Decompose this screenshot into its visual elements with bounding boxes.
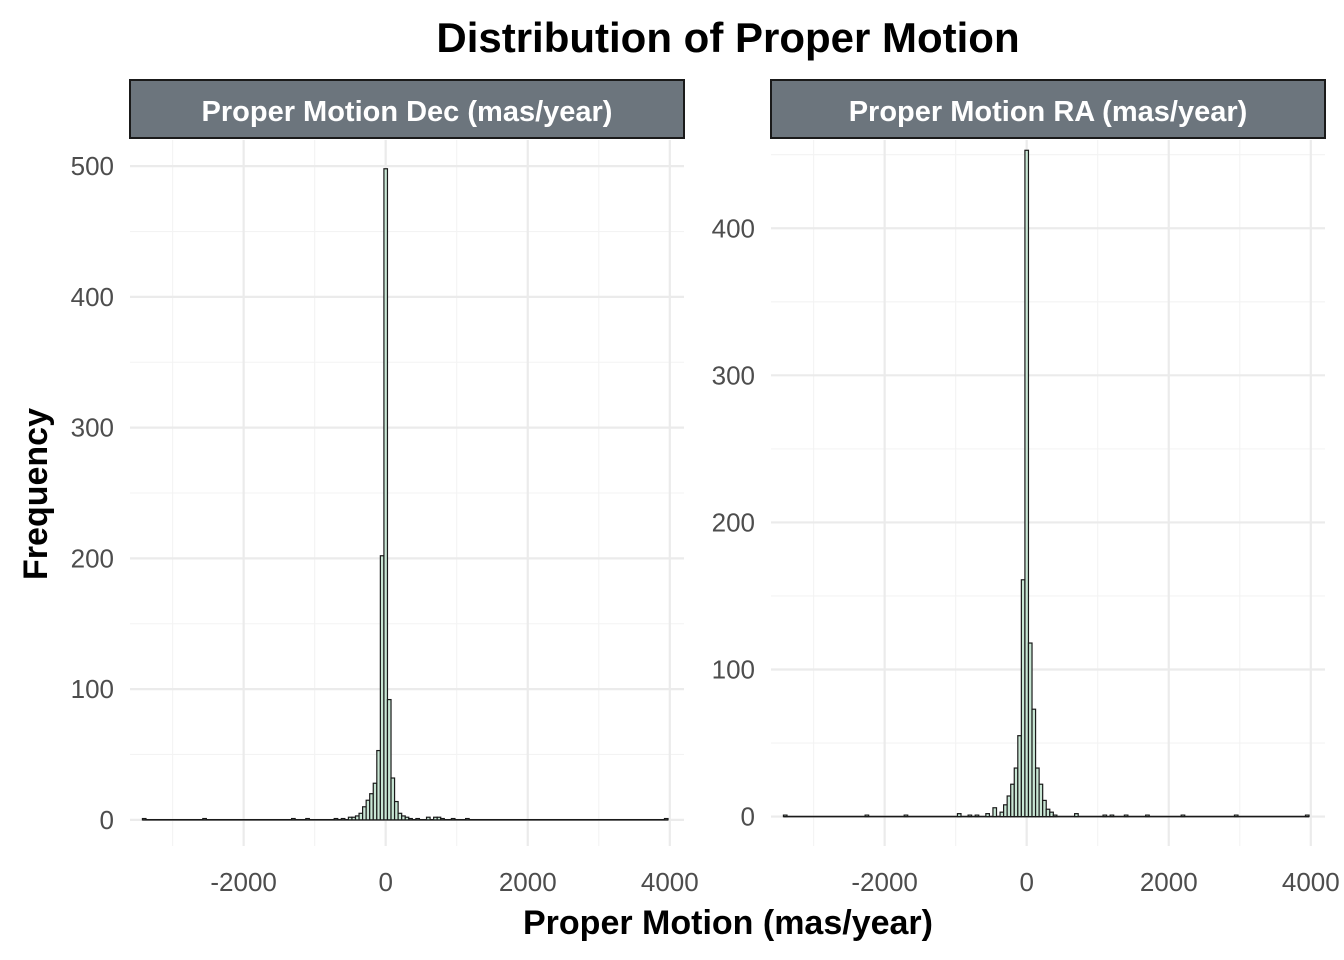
histogram-bar <box>1123 814 1129 818</box>
y-tick-label: 0 <box>741 802 755 832</box>
histogram-bar <box>408 817 413 821</box>
histogram-bar <box>290 817 296 821</box>
y-tick-label: 500 <box>71 151 114 181</box>
histogram-bar <box>663 817 669 821</box>
histogram-bar <box>305 817 310 821</box>
x-tick-label: -2000 <box>210 867 277 897</box>
histogram-bar <box>1102 814 1108 818</box>
histogram-bar <box>202 817 207 821</box>
facet-strip-label: Proper Motion RA (mas/year) <box>849 96 1248 128</box>
y-tick-label: 300 <box>71 413 114 443</box>
x-tick-label: 2000 <box>1140 867 1198 897</box>
histogram-bar <box>1109 814 1115 818</box>
histogram-bar <box>985 813 991 818</box>
histogram-bar <box>383 168 389 821</box>
histogram-bar <box>1233 814 1239 818</box>
y-tick-label: 300 <box>712 360 755 390</box>
histogram-bar <box>967 814 973 818</box>
histogram-bar <box>141 817 147 821</box>
histogram-bar <box>1042 799 1047 818</box>
y-tick-label: 400 <box>71 282 114 312</box>
y-axis-title: Frequency <box>17 408 55 580</box>
x-tick-label: -2000 <box>851 867 918 897</box>
histogram-bar <box>864 814 870 818</box>
x-axis-title: Proper Motion (mas/year) <box>523 904 933 942</box>
facet-strip <box>129 79 685 139</box>
y-tick-label: 100 <box>71 674 114 704</box>
y-tick-label: 400 <box>712 213 755 243</box>
histogram-bar <box>903 814 909 818</box>
histogram-bar <box>464 817 470 821</box>
histogram-bar <box>393 800 399 821</box>
x-tick-label: 0 <box>378 867 392 897</box>
histogram-bar <box>1304 814 1310 818</box>
y-tick-label: 200 <box>71 543 114 573</box>
histogram-bar <box>415 817 421 821</box>
histogram-bar <box>1074 813 1079 818</box>
histogram-bar <box>1024 149 1030 818</box>
histogram-bar <box>1052 814 1058 818</box>
x-tick-label: 2000 <box>499 867 557 897</box>
histogram-bar <box>340 817 346 821</box>
x-tick-label: 4000 <box>641 867 699 897</box>
histogram-bar <box>425 816 431 821</box>
histogram-bar <box>386 698 392 821</box>
histogram-bar <box>956 813 962 818</box>
facet-strip-label: Proper Motion Dec (mas/year) <box>202 96 613 128</box>
x-tick-label: 0 <box>1019 867 1033 897</box>
y-tick-label: 100 <box>712 655 755 685</box>
facet-strip <box>770 79 1326 139</box>
x-tick-label: 4000 <box>1282 867 1340 897</box>
histogram-bar <box>1145 814 1150 818</box>
histogram-bar <box>390 777 396 821</box>
histogram-bar <box>782 814 788 818</box>
histogram-bar <box>1031 708 1037 818</box>
histogram-bar <box>333 817 339 821</box>
y-tick-label: 200 <box>712 507 755 537</box>
histogram-bar <box>1049 811 1054 818</box>
histogram-bar <box>974 814 980 818</box>
facet-panel-1: Proper Motion Dec (mas/year) 0 100 200 300 40… <box>71 79 699 897</box>
panels: Proper Motion Dec (mas/year) 0 100 200 300 40… <box>71 79 1340 897</box>
facet-panel-2: Proper Motion RA (mas/year) 0 100 200 300 400… <box>712 79 1340 897</box>
y-tick-label: 0 <box>100 805 114 835</box>
histogram-bar <box>1180 814 1186 818</box>
histogram-bar <box>440 817 445 821</box>
chart-title: Distribution of Proper Motion <box>436 14 1019 61</box>
histogram-bar <box>450 817 456 821</box>
histogram-bar <box>992 807 998 818</box>
